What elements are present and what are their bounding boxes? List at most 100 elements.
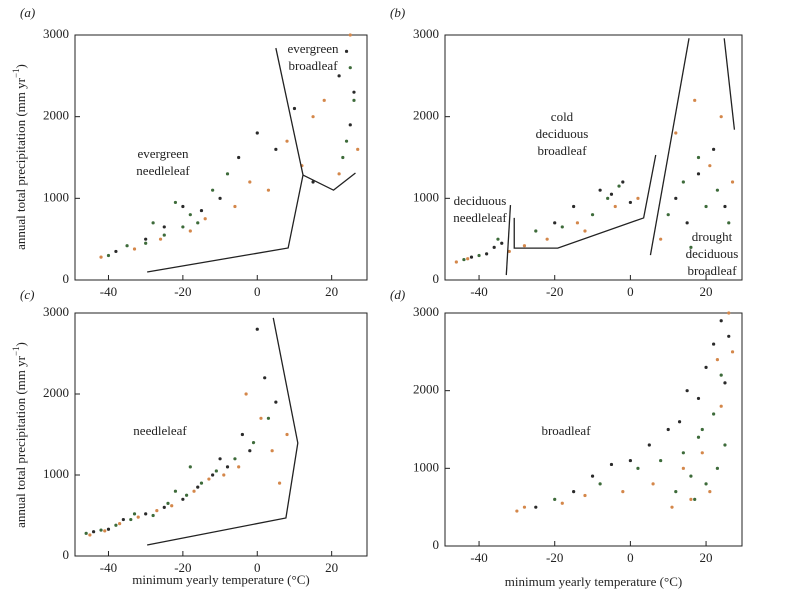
boundary-line bbox=[649, 38, 690, 256]
y-tick-label: 1000 bbox=[413, 459, 439, 474]
panel-label: (d) bbox=[390, 287, 405, 302]
x-tick-label: -40 bbox=[100, 284, 117, 299]
point bbox=[132, 512, 137, 516]
point bbox=[534, 229, 538, 233]
point bbox=[114, 523, 118, 527]
point bbox=[685, 389, 689, 393]
point bbox=[727, 334, 731, 338]
point bbox=[277, 481, 282, 485]
point bbox=[106, 527, 111, 531]
boundary-line bbox=[505, 204, 512, 276]
point bbox=[125, 244, 129, 248]
point bbox=[590, 474, 595, 478]
point bbox=[274, 147, 278, 151]
point bbox=[285, 139, 289, 143]
point bbox=[609, 462, 614, 467]
point bbox=[207, 477, 211, 481]
point bbox=[181, 204, 185, 209]
point bbox=[719, 404, 723, 408]
y-tick-label: 3000 bbox=[413, 26, 439, 41]
plot-frame bbox=[444, 312, 743, 547]
point bbox=[344, 139, 349, 143]
point bbox=[233, 457, 237, 461]
point bbox=[704, 365, 708, 369]
y-tick-label: 2000 bbox=[43, 385, 69, 400]
point bbox=[136, 515, 140, 519]
region-label: broadleaf bbox=[687, 263, 737, 278]
x-tick-label: -20 bbox=[174, 560, 191, 575]
x-tick-label: -20 bbox=[546, 284, 563, 299]
region-label: deciduous bbox=[454, 193, 507, 208]
point bbox=[203, 217, 207, 221]
point bbox=[651, 482, 655, 486]
y-axis-label: annual total precipitation (mm yr−1) bbox=[11, 342, 28, 528]
point bbox=[188, 229, 192, 233]
point bbox=[259, 416, 263, 420]
point bbox=[685, 221, 689, 225]
point bbox=[696, 435, 701, 439]
x-tick-label: -20 bbox=[546, 550, 563, 565]
y-tick-label: 0 bbox=[63, 547, 70, 562]
point bbox=[723, 381, 727, 385]
point bbox=[647, 443, 651, 447]
panel-label: (c) bbox=[20, 287, 34, 302]
point bbox=[719, 373, 723, 377]
point bbox=[708, 164, 712, 168]
point bbox=[677, 420, 682, 424]
panel-label: (a) bbox=[20, 5, 35, 20]
point bbox=[188, 213, 192, 217]
point bbox=[670, 505, 674, 509]
point bbox=[144, 237, 148, 241]
point bbox=[719, 319, 723, 323]
point bbox=[621, 180, 625, 184]
point bbox=[88, 533, 92, 537]
point bbox=[248, 449, 252, 453]
point bbox=[348, 123, 352, 127]
x-tick-label: 0 bbox=[627, 284, 634, 299]
point bbox=[583, 493, 587, 498]
point bbox=[583, 229, 587, 233]
point bbox=[311, 115, 315, 119]
point bbox=[192, 489, 196, 493]
point bbox=[708, 490, 712, 494]
point bbox=[348, 33, 352, 37]
x-tick-label: -40 bbox=[470, 550, 487, 565]
point bbox=[162, 225, 166, 229]
boundary-line bbox=[147, 47, 304, 273]
point bbox=[500, 241, 504, 245]
point bbox=[700, 451, 704, 455]
region-label: broadleaf bbox=[288, 58, 338, 73]
point bbox=[715, 466, 720, 470]
point bbox=[158, 237, 163, 241]
region-label: deciduous bbox=[536, 126, 589, 141]
boundary-line bbox=[302, 172, 356, 191]
point bbox=[199, 481, 204, 485]
point bbox=[155, 509, 159, 513]
x-tick-label: 0 bbox=[254, 284, 261, 299]
point bbox=[689, 474, 693, 478]
point bbox=[704, 204, 708, 209]
region-label: needleleaf bbox=[136, 163, 190, 178]
point bbox=[211, 473, 215, 477]
y-tick-label: 1000 bbox=[43, 189, 69, 204]
point bbox=[522, 505, 527, 509]
point bbox=[103, 529, 107, 533]
plot-frame bbox=[444, 34, 743, 281]
y-tick-label: 3000 bbox=[413, 304, 439, 319]
point bbox=[237, 155, 241, 160]
point bbox=[348, 66, 352, 70]
point bbox=[181, 497, 185, 501]
point bbox=[712, 412, 716, 416]
y-tick-label: 3000 bbox=[43, 304, 69, 319]
point bbox=[162, 505, 166, 509]
panel-label: (b) bbox=[390, 5, 405, 20]
point bbox=[181, 225, 185, 229]
point bbox=[545, 237, 549, 241]
point bbox=[196, 485, 200, 489]
point bbox=[617, 184, 621, 188]
point bbox=[337, 74, 341, 78]
point bbox=[184, 493, 189, 497]
x-tick-label: -40 bbox=[470, 284, 487, 299]
point bbox=[693, 98, 697, 102]
